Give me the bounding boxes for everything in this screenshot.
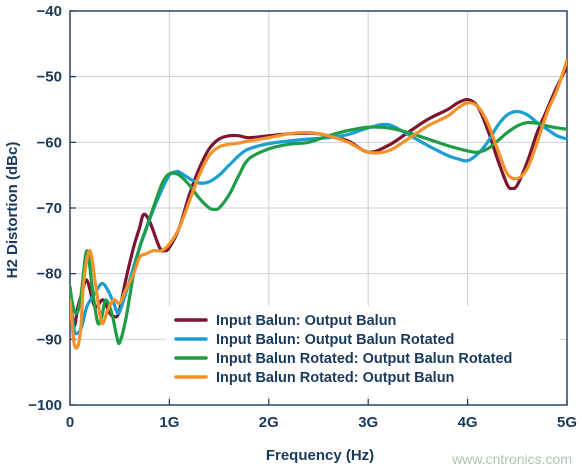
series-line-3 — [70, 120, 567, 346]
legend-label-2: Input Balun: Output Balun Rotated — [216, 332, 454, 348]
watermark: www.cntronics.com — [451, 451, 572, 467]
x-tick-label: 3G — [358, 414, 378, 431]
legend-item-2: Input Balun: Output Balun Rotated — [174, 332, 454, 348]
y-tick-label: −100 — [28, 397, 62, 414]
series-line-4 — [70, 58, 567, 350]
legend-label-3: Input Balun Rotated: Output Balun Rotate… — [216, 351, 512, 367]
legend-item-1: Input Balun: Output Balun — [174, 313, 396, 329]
y-tick-label: −80 — [37, 266, 62, 283]
y-axis-title: H2 Distortion (dBc) — [4, 142, 21, 279]
x-tick-label: 5G — [557, 414, 577, 431]
legend-label-4: Input Balun Rotated: Output Balun — [216, 370, 454, 386]
x-tick-label: 1G — [159, 414, 179, 431]
x-tick-label: 2G — [259, 414, 279, 431]
x-axis-ticks: 0 1G 2G 3G 4G 5G — [66, 399, 577, 431]
y-tick-label: −50 — [37, 69, 62, 86]
series-lines — [70, 58, 567, 350]
y-tick-label: −60 — [37, 134, 62, 151]
legend-background — [166, 306, 560, 396]
legend-item-4: Input Balun Rotated: Output Balun — [174, 370, 454, 386]
y-tick-label: −40 — [37, 3, 62, 20]
x-tick-label: 4G — [458, 414, 478, 431]
legend-item-3: Input Balun Rotated: Output Balun Rotate… — [174, 351, 512, 367]
legend-label-1: Input Balun: Output Balun — [216, 313, 396, 329]
y-tick-label: −70 — [37, 200, 62, 217]
x-tick-label: 0 — [66, 414, 74, 431]
x-axis-title: Frequency (Hz) — [266, 447, 374, 464]
legend: Input Balun: Output Balun Input Balun: O… — [166, 306, 560, 396]
y-tick-label: −90 — [37, 331, 62, 348]
